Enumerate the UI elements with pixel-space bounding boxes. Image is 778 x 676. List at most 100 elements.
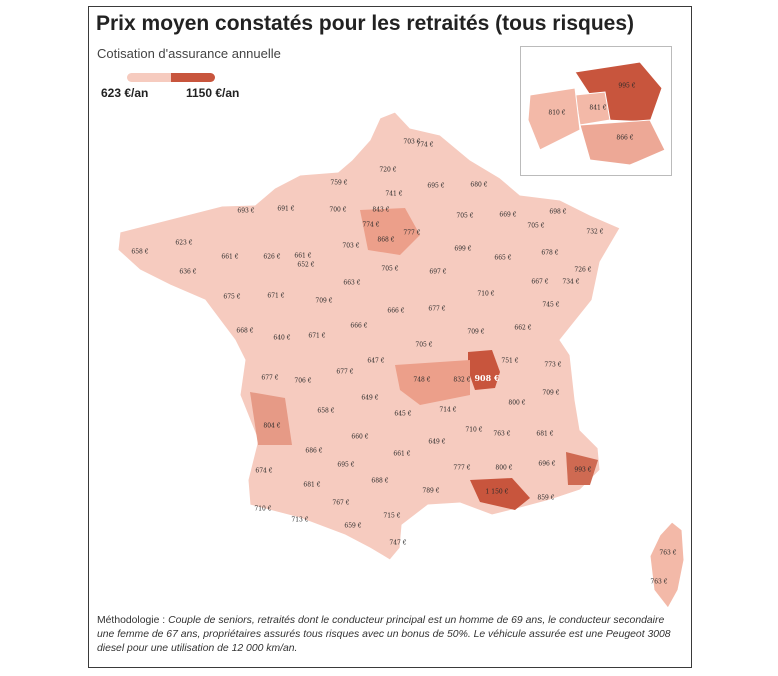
department-labels: 703 €774 €720 €759 €741 €695 €680 €693 €… [131, 139, 676, 586]
department-value-label: 699 € [454, 246, 471, 253]
department-value-label: 843 € [372, 207, 389, 214]
region-alpes-maritimes [566, 452, 598, 485]
legend-min-label: 623 €/an [101, 86, 149, 100]
inset-yvelines [527, 87, 581, 151]
department-value-label: 667 € [531, 279, 548, 286]
department-value-label: 636 € [179, 269, 196, 276]
department-value-label: 741 € [385, 191, 402, 198]
department-value-label: 666 € [350, 323, 367, 330]
department-value-label: 720 € [379, 167, 396, 174]
department-value-label: 674 € [255, 468, 272, 475]
department-value-label: 745 € [542, 302, 559, 309]
map-subtitle: Cotisation d'assurance annuelle [97, 46, 281, 61]
region-gironde [250, 392, 292, 445]
department-value-label: 658 € [317, 408, 334, 415]
department-value-label: 710 € [465, 427, 482, 434]
department-value-label: 677 € [261, 375, 278, 382]
department-value-label: 652 € [297, 262, 314, 269]
department-value-label: 993 € [574, 467, 591, 474]
department-value-label: 747 € [389, 540, 406, 547]
department-value-label: 705 € [381, 266, 398, 273]
department-value-label: 709 € [315, 298, 332, 305]
department-value-label: 726 € [574, 267, 591, 274]
department-value-label: 763 € [493, 431, 510, 438]
department-value-label: 715 € [383, 513, 400, 520]
department-value-label: 669 € [499, 212, 516, 219]
department-value-label: 697 € [429, 269, 446, 276]
department-value-label: 663 € [343, 280, 360, 287]
methodology-prefix: Méthodologie : [97, 615, 169, 626]
department-value-label: 677 € [336, 369, 353, 376]
department-value-label: 709 € [467, 329, 484, 336]
department-value-label: 659 € [344, 523, 361, 530]
department-value-label: 1 150 € [486, 489, 509, 496]
department-value-label: 774 € [362, 222, 379, 229]
methodology-text: Couple de seniors, retraités dont le con… [97, 615, 671, 654]
legend-max-label: 1150 €/an [186, 86, 240, 100]
department-value-label: 800 € [495, 465, 512, 472]
department-value-label: 773 € [544, 362, 561, 369]
inset-essonne [579, 119, 666, 166]
department-value-label: 666 € [387, 308, 404, 315]
department-value-label: 832 € [453, 377, 470, 384]
department-value-label: 710 € [254, 506, 271, 513]
department-value-label: 686 € [305, 448, 322, 455]
department-value-label: 661 € [221, 254, 238, 261]
department-value-label: 859 € [537, 495, 554, 502]
department-value-label: 691 € [277, 206, 294, 213]
department-value-label: 703 € [403, 139, 420, 146]
department-value-label: 695 € [427, 183, 444, 190]
department-value-label: 668 € [236, 328, 253, 335]
france-mainland-shape [117, 111, 621, 561]
corsica-shape [649, 521, 685, 609]
department-value-label: 671 € [308, 333, 325, 340]
department-value-label: 705 € [527, 223, 544, 230]
department-value-label: 680 € [470, 182, 487, 189]
region-central-east [395, 360, 470, 405]
department-value-label: 662 € [514, 325, 531, 332]
department-value-label: 705 € [456, 213, 473, 220]
department-value-label: 649 € [428, 439, 445, 446]
department-value-label: 678 € [541, 250, 558, 257]
department-value-label: 688 € [371, 478, 388, 485]
inset-value-label: 866 € [616, 135, 633, 142]
department-value-label: 661 € [393, 451, 410, 458]
department-value-label: 777 € [453, 465, 470, 472]
department-value-label: 709 € [542, 390, 559, 397]
department-value-label: 705 € [415, 342, 432, 349]
department-value-label: 703 € [342, 243, 359, 250]
department-value-label: 774 € [416, 142, 433, 149]
department-value-label: 623 € [175, 240, 192, 247]
map-title: Prix moyen constatés pour les retraités … [96, 12, 635, 35]
department-value-label: 804 € [263, 423, 280, 430]
department-value-label: 681 € [536, 431, 553, 438]
department-value-label: 748 € [413, 377, 430, 384]
region-bouches-du-rhone [470, 478, 530, 510]
paris-inset-frame [520, 46, 672, 176]
department-value-label: 647 € [367, 358, 384, 365]
department-value-label: 675 € [223, 294, 240, 301]
department-value-label: 706 € [294, 378, 311, 385]
department-value-label: 649 € [361, 395, 378, 402]
department-value-label: 868 € [377, 237, 394, 244]
inset-value-label: 841 € [589, 105, 606, 112]
paris-inset-map [527, 61, 666, 166]
department-value-label: 645 € [394, 411, 411, 418]
department-value-label: 714 € [439, 407, 456, 414]
department-value-label: 681 € [303, 482, 320, 489]
department-value-label: 658 € [131, 249, 148, 256]
region-rhone [468, 350, 500, 390]
department-value-label: 908 € [474, 373, 499, 383]
department-value-label: 767 € [332, 500, 349, 507]
department-value-label: 700 € [329, 207, 346, 214]
legend-color-bar [127, 73, 215, 82]
department-value-label: 751 € [501, 358, 518, 365]
department-value-label: 789 € [422, 488, 439, 495]
department-value-label: 710 € [477, 291, 494, 298]
department-value-label: 734 € [562, 279, 579, 286]
inset-value-label: 810 € [548, 110, 565, 117]
department-value-label: 665 € [494, 255, 511, 262]
department-value-label: 713 € [291, 517, 308, 524]
department-value-label: 696 € [538, 461, 555, 468]
